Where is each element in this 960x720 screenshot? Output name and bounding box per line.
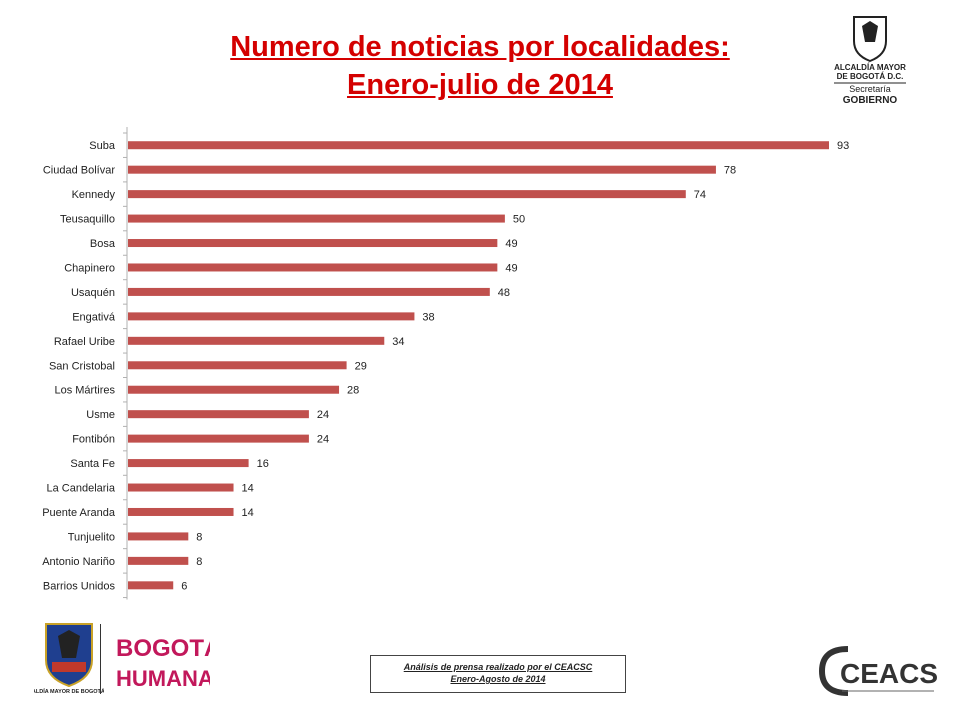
c-swoosh-icon [818, 646, 849, 696]
title-line-1: Numero de noticias por localidades: [230, 31, 730, 63]
category-label: San Cristobal [49, 360, 115, 372]
data-label: 50 [513, 214, 525, 226]
page-title: Numero de noticias por localidades: Ener… [130, 28, 830, 104]
bar [128, 459, 249, 468]
bar [128, 532, 189, 541]
category-label: Ciudad Bolívar [43, 165, 115, 177]
footer-source-box: Análisis de prensa realizado por el CEAC… [370, 655, 626, 693]
category-label: Antonio Nariño [42, 556, 115, 568]
logo-right-text: CEACSC [840, 658, 938, 689]
bar [128, 385, 340, 394]
bar [128, 165, 716, 174]
category-label: Los Mártires [54, 385, 115, 397]
bar [128, 556, 189, 565]
bar [128, 263, 498, 272]
category-label: Fontibón [72, 434, 115, 446]
category-label: La Candelaria [47, 483, 116, 495]
data-label: 38 [422, 311, 434, 323]
category-label: Kennedy [72, 189, 116, 201]
ceacsc-logo: CEACSC [818, 646, 938, 696]
title-line-2: Enero-julio de 2014 [347, 69, 613, 101]
data-label: 6 [181, 580, 187, 592]
bar [128, 287, 490, 296]
bar [128, 312, 415, 321]
bar-chart: Suba 93 Ciudad Bolívar 78 Kennedy 74 Teusaquil… [42, 127, 849, 600]
category-label: Bosa [90, 238, 116, 250]
data-label: 34 [392, 336, 404, 348]
bar [128, 239, 498, 248]
bar [128, 410, 309, 419]
bar [128, 361, 347, 370]
data-label: 24 [317, 434, 329, 446]
category-label: Engativá [72, 311, 116, 323]
alcaldia-logo: ALCALDÍA MAYOR DE BOGOTÁ D.C. [34, 623, 104, 695]
data-label: 49 [505, 238, 517, 250]
data-label: 16 [257, 458, 269, 470]
logo-top-line-4: GOBIERNO [843, 95, 898, 106]
bar [128, 581, 174, 590]
footer-line-2: Enero-Agosto de 2014 [450, 674, 546, 684]
category-label: Rafael Uribe [54, 336, 115, 348]
data-label: 8 [196, 531, 202, 543]
category-label: Barrios Unidos [43, 580, 116, 592]
logo-top-line-3: Secretaría [849, 84, 891, 94]
data-label: 78 [724, 165, 736, 177]
bar [128, 483, 234, 492]
bogota-humana-logo: BOGOTÁ HUMANA [100, 624, 210, 694]
bar [128, 190, 686, 199]
category-label: Usme [86, 409, 115, 421]
data-label: 29 [355, 360, 367, 372]
alcaldia-gobierno-logo: ALCALDÍA MAYOR DE BOGOTÁ D.C. Secretaría… [834, 16, 906, 106]
data-label: 74 [694, 189, 706, 201]
logo-top-line-2: DE BOGOTÁ D.C. [837, 72, 904, 81]
bar [128, 214, 505, 223]
data-label: 24 [317, 409, 329, 421]
bar [128, 434, 309, 443]
category-label: Puente Aranda [42, 507, 116, 519]
category-label: Teusaquillo [60, 214, 115, 226]
data-label: 14 [242, 507, 254, 519]
category-label: Suba [89, 140, 116, 152]
category-label: Usaquén [71, 287, 115, 299]
bar [128, 507, 234, 516]
data-label: 8 [196, 556, 202, 568]
category-label: Tunjuelito [68, 531, 115, 543]
category-label: Chapinero [64, 262, 115, 274]
logo-left-text: ALCALDÍA MAYOR DE BOGOTÁ D.C. [34, 687, 104, 695]
bar [128, 141, 829, 150]
category-label: Santa Fe [70, 458, 115, 470]
logo-mid-top: BOGOTÁ [116, 634, 210, 662]
data-label: 49 [505, 262, 517, 274]
logo-mid-bottom: HUMANA [116, 666, 210, 691]
data-label: 28 [347, 385, 359, 397]
logo-top-line-1: ALCALDÍA MAYOR [834, 63, 906, 72]
bar [128, 336, 385, 345]
data-label: 14 [242, 483, 254, 495]
footer-line-1: Análisis de prensa realizado por el CEAC… [403, 662, 593, 672]
data-label: 48 [498, 287, 510, 299]
data-label: 93 [837, 140, 849, 152]
